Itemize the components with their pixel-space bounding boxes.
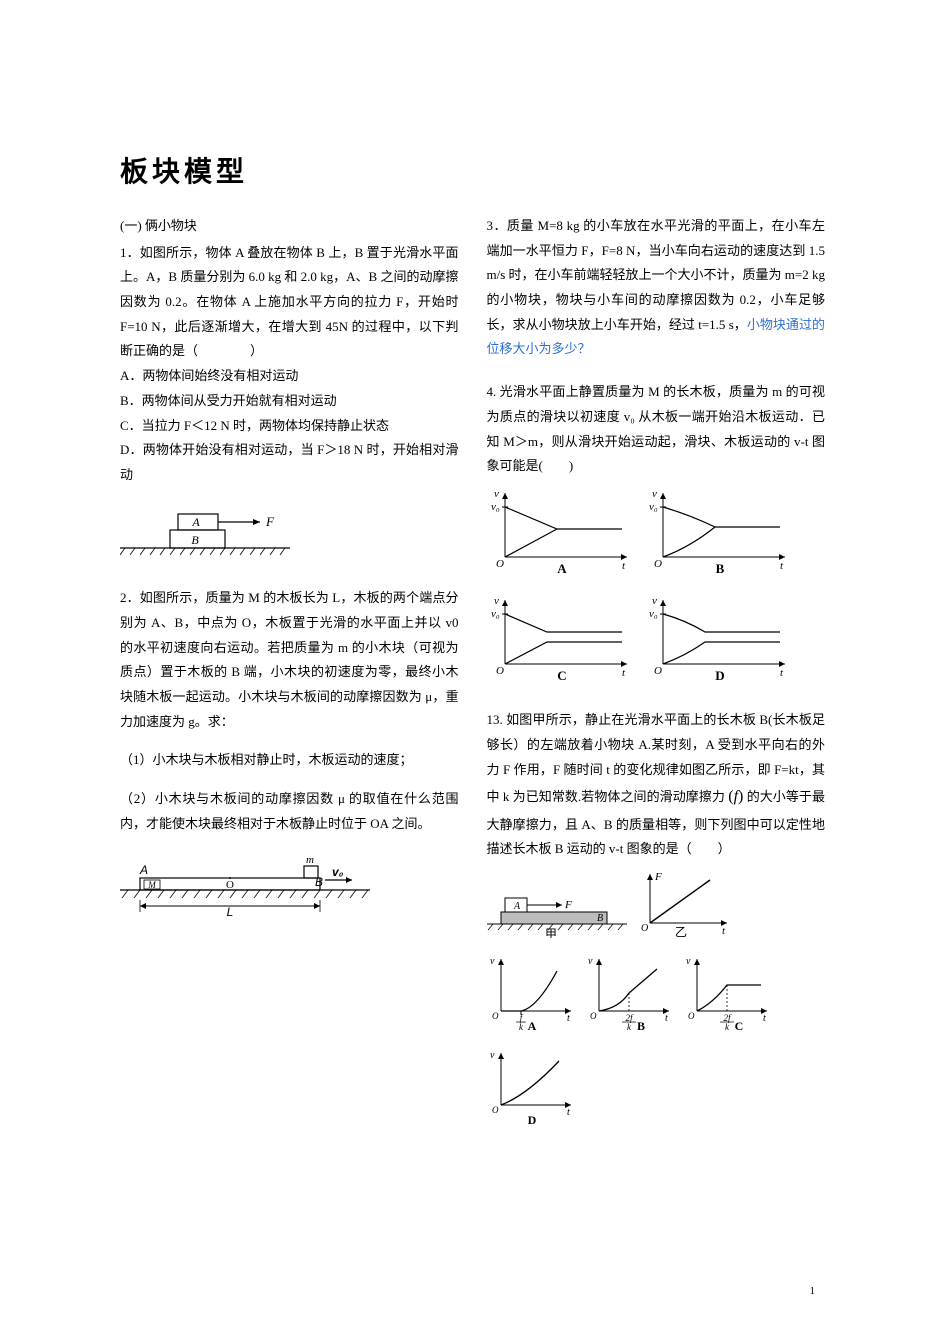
q1-optC: C．当拉力 F＜12 N 时，两物体均保持静止状态 bbox=[120, 414, 459, 439]
svg-text:乙: 乙 bbox=[675, 925, 687, 938]
q2-figure: M O A B m v₀ bbox=[120, 848, 459, 927]
svg-text:k: k bbox=[627, 1022, 632, 1031]
q13-opt-A: v O t f k A bbox=[487, 953, 577, 1040]
svg-text:k: k bbox=[725, 1022, 730, 1031]
q2-fig-B: B bbox=[315, 875, 323, 889]
q13-stem: 13. 如图甲所示，静止在光滑水平面上的长木板 B(长木板足够长）的左端放着小物… bbox=[487, 708, 826, 862]
svg-text:k: k bbox=[519, 1022, 524, 1031]
svg-text:v: v bbox=[494, 595, 499, 607]
svg-text:v: v bbox=[490, 1050, 495, 1061]
q2-fig-O: O bbox=[226, 879, 234, 891]
q2-stem: 2．如图所示，质量为 M 的木板长为 L，木板的两个端点分别为 A、B，中点为 … bbox=[120, 586, 459, 734]
q13-options: v O t f k A bbox=[487, 953, 826, 1134]
q4-chart-C: v v₀ O t C bbox=[487, 592, 637, 691]
question-3: 3．质量 M=8 kg 的小车放在水平光滑的平面上，在小车左端加一水平恒力 F，… bbox=[487, 214, 826, 362]
svg-text:A: A bbox=[557, 561, 567, 575]
page-title: 板块模型 bbox=[120, 150, 825, 190]
svg-text:O: O bbox=[688, 1011, 695, 1021]
svg-text:t: t bbox=[780, 667, 784, 679]
q1-fig-B: B bbox=[191, 533, 199, 547]
svg-text:t: t bbox=[780, 560, 784, 572]
svg-text:v: v bbox=[588, 956, 593, 967]
q1-optD: D．两物体开始没有相对运动，当 F＞18 N 时，开始相对滑动 bbox=[120, 438, 459, 487]
svg-text:C: C bbox=[557, 668, 566, 682]
svg-text:O: O bbox=[492, 1011, 499, 1021]
q2-sub1: （1）小木块与木板相对静止时，木板运动的速度； bbox=[120, 748, 459, 773]
svg-text:A: A bbox=[527, 1019, 536, 1031]
svg-text:O: O bbox=[496, 665, 504, 677]
q13-setup-figs: B A F 甲 F bbox=[487, 868, 826, 947]
q2-sub2: （2）小木块与木板间的动摩擦因数 μ 的取值在什么范围内，才能使木块最终相对于木… bbox=[120, 787, 459, 836]
svg-text:O: O bbox=[590, 1011, 597, 1021]
q1-optB: B．两物体间从受力开始就有相对运动 bbox=[120, 389, 459, 414]
svg-text:O: O bbox=[654, 558, 662, 570]
q4-stem: 4. 光滑水平面上静置质量为 M 的长木板，质量为 m 的可视为质点的滑块以初速… bbox=[487, 380, 826, 479]
q3-stem: 3．质量 M=8 kg 的小车放在水平光滑的平面上，在小车左端加一水平恒力 F，… bbox=[487, 214, 826, 362]
q13-opt-D: v O t D bbox=[487, 1047, 577, 1134]
q1-fig-F: F bbox=[265, 514, 275, 529]
q13-opt-C: v O t 2f k C bbox=[683, 953, 773, 1040]
svg-text:v: v bbox=[494, 488, 499, 500]
question-4: 4. 光滑水平面上静置质量为 M 的长木板，质量为 m 的可视为质点的滑块以初速… bbox=[487, 380, 826, 690]
svg-text:B: B bbox=[715, 561, 724, 575]
question-13: 13. 如图甲所示，静止在光滑水平面上的长木板 B(长木板足够长）的左端放着小物… bbox=[487, 708, 826, 1134]
q4-charts: v v₀ O t A bbox=[487, 485, 826, 690]
section-label: (一) 俩小物块 bbox=[120, 214, 459, 239]
svg-text:v: v bbox=[490, 956, 495, 967]
svg-text:O: O bbox=[496, 558, 504, 570]
q2-fig-M: M bbox=[147, 880, 156, 890]
right-column: 3．质量 M=8 kg 的小车放在水平光滑的平面上，在小车左端加一水平恒力 F，… bbox=[487, 214, 826, 1152]
q2-fig-v0: v₀ bbox=[332, 865, 344, 879]
svg-text:甲: 甲 bbox=[544, 927, 556, 938]
svg-text:t: t bbox=[567, 1107, 570, 1118]
q2-fig-L: L bbox=[227, 905, 234, 918]
question-1: 1．如图所示，物体 A 叠放在物体 B 上，B 置于光滑水平面上。A，B 质量分… bbox=[120, 241, 459, 569]
svg-text:t: t bbox=[763, 1013, 766, 1024]
q1-stem: 1．如图所示，物体 A 叠放在物体 B 上，B 置于光滑水平面上。A，B 质量分… bbox=[120, 241, 459, 364]
page-number: 1 bbox=[810, 1285, 816, 1297]
svg-text:v: v bbox=[652, 488, 657, 500]
two-column-layout: (一) 俩小物块 1．如图所示，物体 A 叠放在物体 B 上，B 置于光滑水平面… bbox=[120, 214, 825, 1152]
svg-text:t: t bbox=[722, 925, 726, 937]
q2-fig-A: A bbox=[139, 863, 148, 877]
svg-text:v₀: v₀ bbox=[649, 501, 658, 513]
svg-text:t: t bbox=[665, 1013, 668, 1024]
svg-text:v: v bbox=[652, 595, 657, 607]
q13-opt-B: v O t 2f k B bbox=[585, 953, 675, 1040]
q4-chart-D: v v₀ O t D bbox=[645, 592, 795, 691]
q1-optA: A．两物体间始终没有相对运动 bbox=[120, 364, 459, 389]
question-2: 2．如图所示，质量为 M 的木板长为 L，木板的两个端点分别为 A、B，中点为 … bbox=[120, 586, 459, 927]
q4-chart-A: v v₀ O t A bbox=[487, 485, 637, 584]
q4-chart-B: v v₀ O t B bbox=[645, 485, 795, 584]
svg-text:v: v bbox=[686, 956, 691, 967]
svg-text:D: D bbox=[715, 668, 724, 682]
q13-fig-jia: B A F 甲 bbox=[487, 878, 627, 947]
q1-fig-A: A bbox=[191, 515, 200, 529]
q2-fig-m: m bbox=[306, 854, 314, 866]
svg-text:O: O bbox=[654, 665, 662, 677]
svg-text:F: F bbox=[654, 871, 662, 883]
svg-text:A: A bbox=[513, 901, 521, 912]
svg-text:D: D bbox=[527, 1113, 536, 1125]
svg-text:v₀: v₀ bbox=[649, 608, 658, 620]
q1-figure: B A F bbox=[120, 500, 459, 569]
svg-text:O: O bbox=[641, 923, 648, 934]
svg-text:v₀: v₀ bbox=[491, 501, 500, 513]
svg-text:C: C bbox=[734, 1019, 743, 1031]
q13-fig-yi: F O t 乙 bbox=[635, 868, 735, 947]
svg-text:t: t bbox=[567, 1013, 570, 1024]
svg-text:t: t bbox=[622, 560, 626, 572]
svg-text:B: B bbox=[636, 1019, 644, 1031]
svg-text:F: F bbox=[564, 899, 572, 911]
svg-text:v₀: v₀ bbox=[491, 608, 500, 620]
left-column: (一) 俩小物块 1．如图所示，物体 A 叠放在物体 B 上，B 置于光滑水平面… bbox=[120, 214, 459, 1152]
svg-text:t: t bbox=[622, 667, 626, 679]
svg-text:O: O bbox=[492, 1105, 499, 1115]
svg-text:B: B bbox=[597, 913, 603, 924]
q13-f-inline: (f) bbox=[728, 788, 743, 805]
